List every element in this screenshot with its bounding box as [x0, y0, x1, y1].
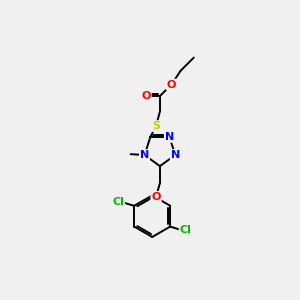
- Text: O: O: [167, 80, 176, 89]
- Text: Cl: Cl: [112, 197, 124, 207]
- Text: N: N: [165, 132, 174, 142]
- Text: Cl: Cl: [180, 225, 192, 236]
- Text: N: N: [140, 150, 149, 160]
- Text: O: O: [152, 192, 161, 202]
- Text: N: N: [171, 150, 180, 160]
- Text: S: S: [152, 121, 160, 131]
- Text: O: O: [141, 91, 151, 101]
